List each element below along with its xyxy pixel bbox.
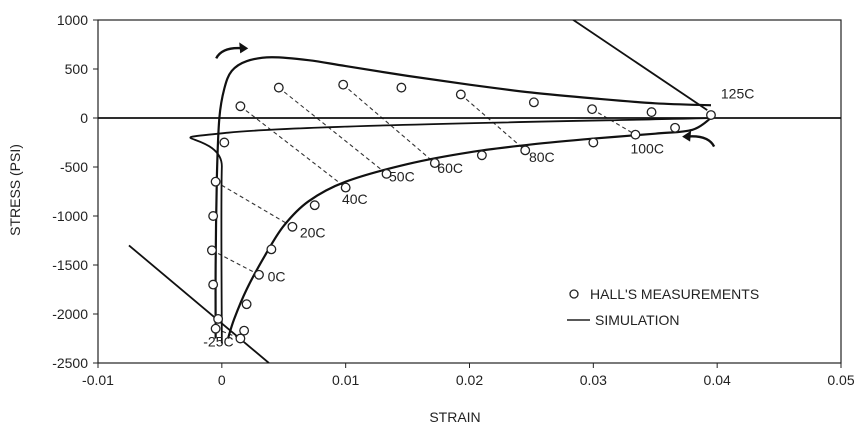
direction-arrows xyxy=(215,42,716,148)
simulation-curve xyxy=(214,56,712,339)
measurement-point xyxy=(219,137,230,148)
measurement-point xyxy=(210,323,221,334)
measurement-point xyxy=(381,168,392,179)
measurement-point xyxy=(213,313,224,324)
temperature-label: 60C xyxy=(437,160,463,176)
legend: HALL'S MEASUREMENTS SIMULATION xyxy=(567,286,759,328)
measurement-point xyxy=(476,150,487,161)
y-tick-label: -2500 xyxy=(52,355,88,371)
measurement-point xyxy=(235,333,246,344)
measurement-point xyxy=(210,176,221,187)
simulation-curve xyxy=(189,117,712,344)
isotherm-link xyxy=(211,249,260,276)
simulation-curve xyxy=(226,117,712,339)
measurement-point xyxy=(206,245,217,256)
isotherm-link xyxy=(591,108,636,136)
x-tick-label: 0.04 xyxy=(704,372,731,388)
y-tick-label: -500 xyxy=(60,159,88,175)
y-axis-title: STRESS (PSI) xyxy=(7,144,23,236)
x-tick-label: 0 xyxy=(218,372,226,388)
measurement-point xyxy=(287,221,298,232)
measurement-point xyxy=(706,110,716,121)
x-axis-title: STRAIN xyxy=(429,409,480,425)
measurement-point xyxy=(241,299,252,310)
x-tick-label: 0.03 xyxy=(580,372,607,388)
temperature-label: -25C xyxy=(203,333,233,349)
measurement-point xyxy=(235,101,246,112)
measurement-point xyxy=(273,82,284,93)
isotherm-link xyxy=(240,105,347,189)
arrow-head xyxy=(239,42,249,54)
y-tick-label: -1000 xyxy=(52,208,88,224)
measurement-point xyxy=(309,200,320,211)
measurement-point xyxy=(208,211,219,221)
measurement-point xyxy=(338,79,349,90)
temperature-label: 40C xyxy=(342,191,368,207)
y-tick-label: 1000 xyxy=(57,12,88,28)
measurement-point xyxy=(587,104,598,115)
temperature-label: 20C xyxy=(300,225,326,241)
x-tick-label: 0.02 xyxy=(456,372,483,388)
legend-label-simulation: SIMULATION xyxy=(595,312,680,328)
measurement-point xyxy=(254,269,264,280)
temperature-label: 100C xyxy=(630,140,663,156)
measurement-point xyxy=(266,244,277,255)
isotherm-link xyxy=(215,181,293,228)
measurement-point xyxy=(588,137,599,148)
x-tick-label: 0.05 xyxy=(827,372,854,388)
measurement-point xyxy=(670,122,681,133)
y-tick-label: -2000 xyxy=(52,306,88,322)
simulation-curve xyxy=(128,244,270,363)
isotherm-link xyxy=(278,87,387,175)
measurement-point xyxy=(340,182,351,193)
measurement-point xyxy=(646,107,657,118)
measurement-point xyxy=(208,279,219,290)
temperature-label: 80C xyxy=(529,149,555,165)
measurement-point xyxy=(520,145,531,156)
measurement-point xyxy=(396,82,407,93)
measurement-point xyxy=(239,325,250,336)
x-tick-label: -0.01 xyxy=(82,372,114,388)
measurement-point xyxy=(528,97,539,108)
temperature-label: 125C xyxy=(721,85,754,101)
y-tick-label: -1500 xyxy=(52,257,88,273)
legend-circle-marker xyxy=(569,289,579,299)
temperature-label: 50C xyxy=(389,169,415,185)
simulation-curve xyxy=(571,20,708,111)
measurement-point xyxy=(630,129,641,140)
measurement-point xyxy=(455,89,466,100)
measurement-points xyxy=(206,79,716,344)
legend-label-measurements: HALL'S MEASUREMENTS xyxy=(590,286,759,302)
y-tick-label: 0 xyxy=(80,110,88,126)
isotherm-link xyxy=(342,84,436,164)
temperature-labels: -25C 0C 20C 40C 50C 60C 80C 100C 125C xyxy=(203,85,754,349)
measurement-point xyxy=(429,158,440,169)
x-tick-label: 0.01 xyxy=(332,372,359,388)
y-tick-label: 500 xyxy=(65,61,89,77)
simulation-lines xyxy=(98,20,841,363)
arrow-head xyxy=(682,130,692,142)
axis-ticks: -0.01 0 0.01 0.02 0.03 0.04 0.05 1000 500 0 -500 -1… xyxy=(52,12,854,388)
temperature-label: 0C xyxy=(268,269,286,285)
